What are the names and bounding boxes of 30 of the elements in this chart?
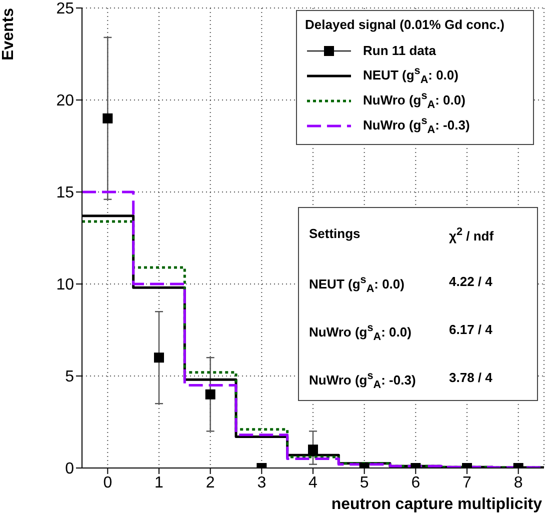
annotation: 4.22 / 4 <box>449 274 494 291</box>
y-tick-label: 10 <box>56 276 74 294</box>
x-tick-label: 1 <box>154 474 164 492</box>
x-tick-label: 5 <box>360 474 369 492</box>
x-tick-label: 7 <box>462 474 472 492</box>
annotation: NuWro (g$^{s}$$_{A}$: 0.0) <box>309 322 412 343</box>
y-tick-label: 0 <box>65 460 74 478</box>
y-tick-label: 20 <box>56 92 74 110</box>
annotation: Settings <box>309 226 362 243</box>
y-tick-label: 15 <box>56 184 74 202</box>
annotation: NEUT (g$^{s}$$_{A}$: 0.0) <box>309 274 406 295</box>
x-tick-label: 0 <box>103 474 112 492</box>
x-tick-label: 2 <box>206 474 215 492</box>
x-tick-label: 3 <box>257 474 266 492</box>
annotation: 6.17 / 4 <box>449 322 494 339</box>
annotation: χ$^{2}$ / ndf <box>449 226 495 244</box>
legend-label: NEUT (g$^{s}$$_{A}$: 0.0) <box>363 65 458 86</box>
y-tick-label: 5 <box>65 368 74 386</box>
x-axis-title: neutron capture multiplicity <box>331 496 542 514</box>
x-tick-label: 6 <box>411 474 420 492</box>
legend-label: NuWro (g$^{s}$$_{A}$: 0.0) <box>363 90 466 111</box>
legend-title: Delayed signal (0.01% Gd conc.) <box>305 17 506 32</box>
annotation: 3.78 / 4 <box>449 370 494 387</box>
y-tick-label: 25 <box>56 0 74 18</box>
legend-label: Run 11 data <box>363 43 436 58</box>
legend-label: NuWro (g$^{s}$$_{A}$: -0.3) <box>363 115 470 136</box>
y-axis-title: Events <box>0 8 18 62</box>
x-tick-label: 8 <box>514 474 523 492</box>
x-tick-label: 4 <box>308 474 318 492</box>
annotation: NuWro (g$^{s}$$_{A}$: -0.3) <box>309 370 417 391</box>
